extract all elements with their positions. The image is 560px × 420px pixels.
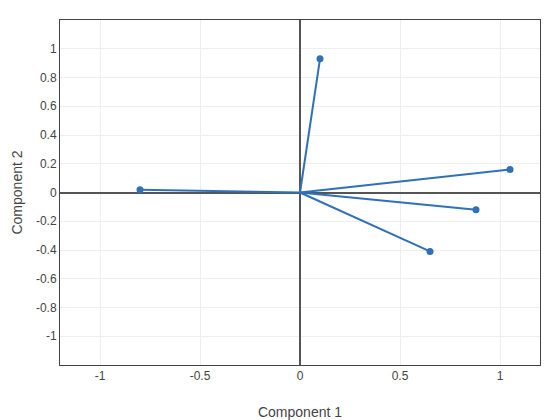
svg-text:0.4: 0.4 [40, 128, 57, 142]
svg-text:-0.8: -0.8 [36, 301, 57, 315]
svg-text:-0.2: -0.2 [36, 214, 57, 228]
svg-text:-1: -1 [95, 369, 106, 383]
svg-text:1: 1 [50, 42, 57, 56]
svg-text:-1: -1 [46, 329, 57, 343]
svg-text:-0.6: -0.6 [36, 272, 57, 286]
svg-text:-0.5: -0.5 [190, 369, 211, 383]
svg-text:0.5: 0.5 [392, 369, 409, 383]
svg-text:Component 2: Component 2 [9, 150, 25, 234]
svg-text:-0.4: -0.4 [36, 243, 57, 257]
svg-text:0.2: 0.2 [40, 157, 57, 171]
svg-text:0: 0 [297, 369, 304, 383]
svg-text:0.8: 0.8 [40, 71, 57, 85]
svg-text:Component 1: Component 1 [258, 404, 342, 420]
svg-text:0: 0 [50, 186, 57, 200]
svg-text:0.6: 0.6 [40, 99, 57, 113]
svg-text:1: 1 [497, 369, 504, 383]
